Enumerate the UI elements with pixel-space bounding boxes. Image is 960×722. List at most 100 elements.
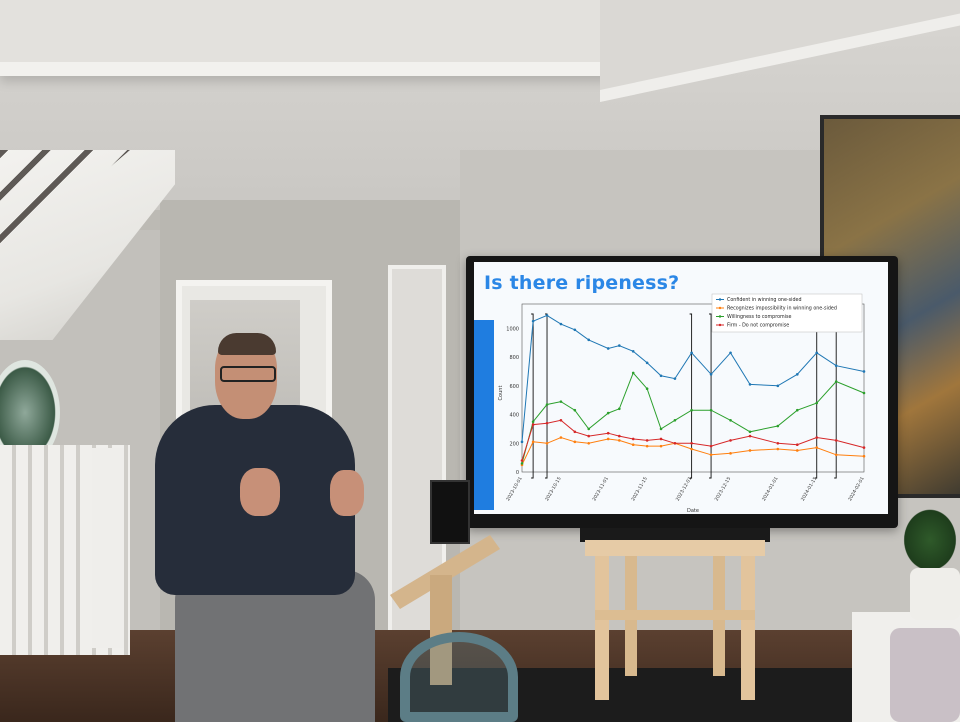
series-point (709, 408, 713, 412)
series-point (690, 408, 693, 412)
legend-box (711, 293, 863, 333)
series-line (521, 436, 865, 466)
person-right-hand (330, 470, 364, 516)
series-point (659, 374, 663, 378)
series-point (659, 427, 663, 431)
series-point (618, 407, 621, 411)
series-point (606, 347, 610, 350)
series-point (673, 441, 677, 445)
series-point (776, 447, 780, 451)
highlight-bracket (814, 313, 818, 479)
y-tick-label: 0 (516, 470, 519, 476)
series-point (709, 453, 713, 457)
x-tick-label: 2023-12-01 (675, 476, 694, 502)
series-point (795, 449, 799, 452)
legend-marker (718, 315, 722, 318)
series-point (862, 391, 866, 395)
legend-label: Recognizes impossibility in winning one-… (727, 306, 837, 312)
series-point (862, 446, 866, 449)
series-point (815, 351, 819, 355)
small-monitor (430, 480, 470, 544)
series-point (748, 449, 752, 452)
glass-sculpture (400, 632, 518, 722)
series-point (659, 437, 663, 441)
series-point (631, 350, 635, 353)
series-point (862, 370, 866, 373)
person-glasses (220, 366, 276, 382)
y-axis-label: Count (498, 386, 504, 401)
series-point (531, 440, 535, 444)
series-point (748, 434, 752, 438)
series-point (531, 319, 535, 323)
series-point (618, 344, 621, 347)
series-line (521, 314, 865, 442)
y-tick-label: 400 (509, 413, 519, 419)
series-point (559, 436, 563, 439)
series-point (834, 364, 838, 368)
series-point (834, 439, 838, 442)
tv-stand (580, 528, 770, 542)
person-left-hand (240, 468, 280, 516)
series-point (748, 430, 752, 434)
legend-marker (718, 306, 722, 310)
legend-label: Confident in winning one-sided (727, 297, 802, 303)
series-point (748, 383, 752, 386)
series-point (673, 418, 677, 422)
legend-label: Firm - Do not compromise (727, 323, 789, 329)
x-tick-label: 2023-11-01 (591, 476, 610, 502)
highlight-bracket (709, 313, 712, 479)
series-point (573, 440, 577, 444)
series-point (559, 418, 563, 422)
orchid-plant (900, 505, 960, 575)
person-legs (175, 570, 375, 722)
plant-pot (910, 568, 960, 620)
series-point (531, 423, 535, 426)
series-point (709, 373, 713, 376)
highlight-bracket (834, 313, 837, 479)
legend-label: Willingness to compromise (727, 314, 792, 320)
y-tick-label: 800 (509, 355, 519, 361)
series-point (815, 446, 819, 449)
ceiling-tray-molding (0, 0, 640, 76)
series-point (815, 436, 819, 439)
series-point (645, 361, 649, 365)
series-point (659, 444, 663, 448)
series-point (631, 371, 635, 375)
series-point (520, 462, 524, 465)
x-axis-label: Date (687, 508, 699, 514)
highlight-bracket (545, 313, 548, 479)
series-point (573, 408, 577, 412)
series-point (618, 439, 621, 442)
series-point (690, 441, 693, 445)
slide-title: Is there ripeness? (484, 272, 680, 294)
highlight-bracket (689, 313, 693, 479)
x-tick-label: 2024-02-01 (847, 476, 866, 502)
x-tick-label: 2023-10-01 (505, 476, 524, 502)
series-point (729, 351, 732, 355)
series-point (795, 408, 799, 412)
series-point (531, 420, 535, 424)
x-tick-label: 2024-01-01 (761, 476, 780, 502)
series-point (690, 351, 693, 355)
series-point (834, 453, 838, 457)
series-point (645, 439, 649, 442)
plot-frame (521, 303, 865, 473)
series-point (606, 437, 610, 441)
series-point (559, 322, 563, 326)
series-point (862, 454, 866, 458)
series-point (776, 441, 780, 445)
series-point (559, 400, 563, 403)
series-point (645, 444, 649, 448)
series-point (587, 434, 591, 438)
ottoman (890, 628, 960, 722)
series-point (606, 411, 610, 415)
highlight-bracket (531, 313, 534, 479)
person-hair (218, 333, 276, 355)
series-point (834, 380, 838, 383)
series-point (618, 434, 621, 438)
series-point (776, 384, 780, 388)
series-point (795, 443, 799, 447)
slide-accent-bar (474, 320, 494, 510)
series-point (573, 328, 577, 332)
legend-marker (718, 323, 722, 327)
